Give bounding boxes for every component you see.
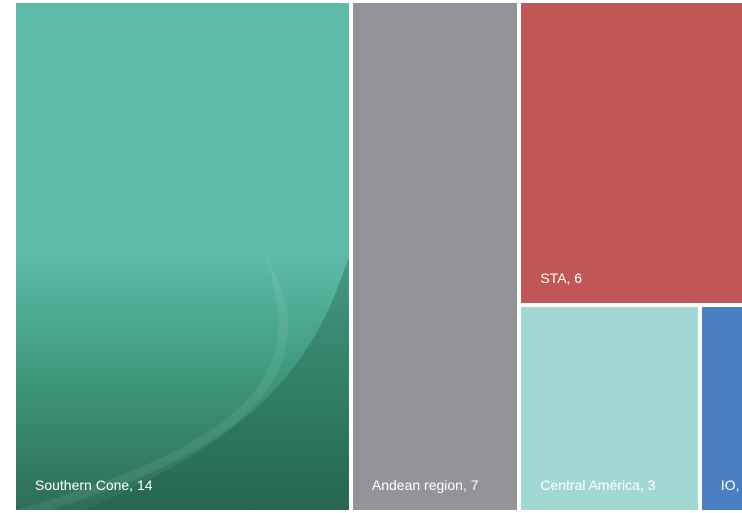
- tile-label-sta: STA, 6: [540, 270, 583, 287]
- tile-central-america: Central América, 3: [521, 307, 698, 510]
- tile-label-central-america: Central América, 3: [540, 476, 656, 493]
- tile-sta: STA, 6: [521, 3, 742, 304]
- tile-label-io: IO, 1: [720, 476, 742, 493]
- tile-io: IO, 1: [701, 307, 742, 510]
- tile-label-southern-cone: Southern Cone, 14: [35, 477, 153, 493]
- tile-label-andean-region: Andean region, 7: [371, 477, 479, 493]
- tile-southern-cone: Southern Cone, 14: [16, 3, 349, 510]
- decorative-wave: [16, 256, 349, 510]
- tile-andean-region: Andean region, 7: [352, 3, 518, 510]
